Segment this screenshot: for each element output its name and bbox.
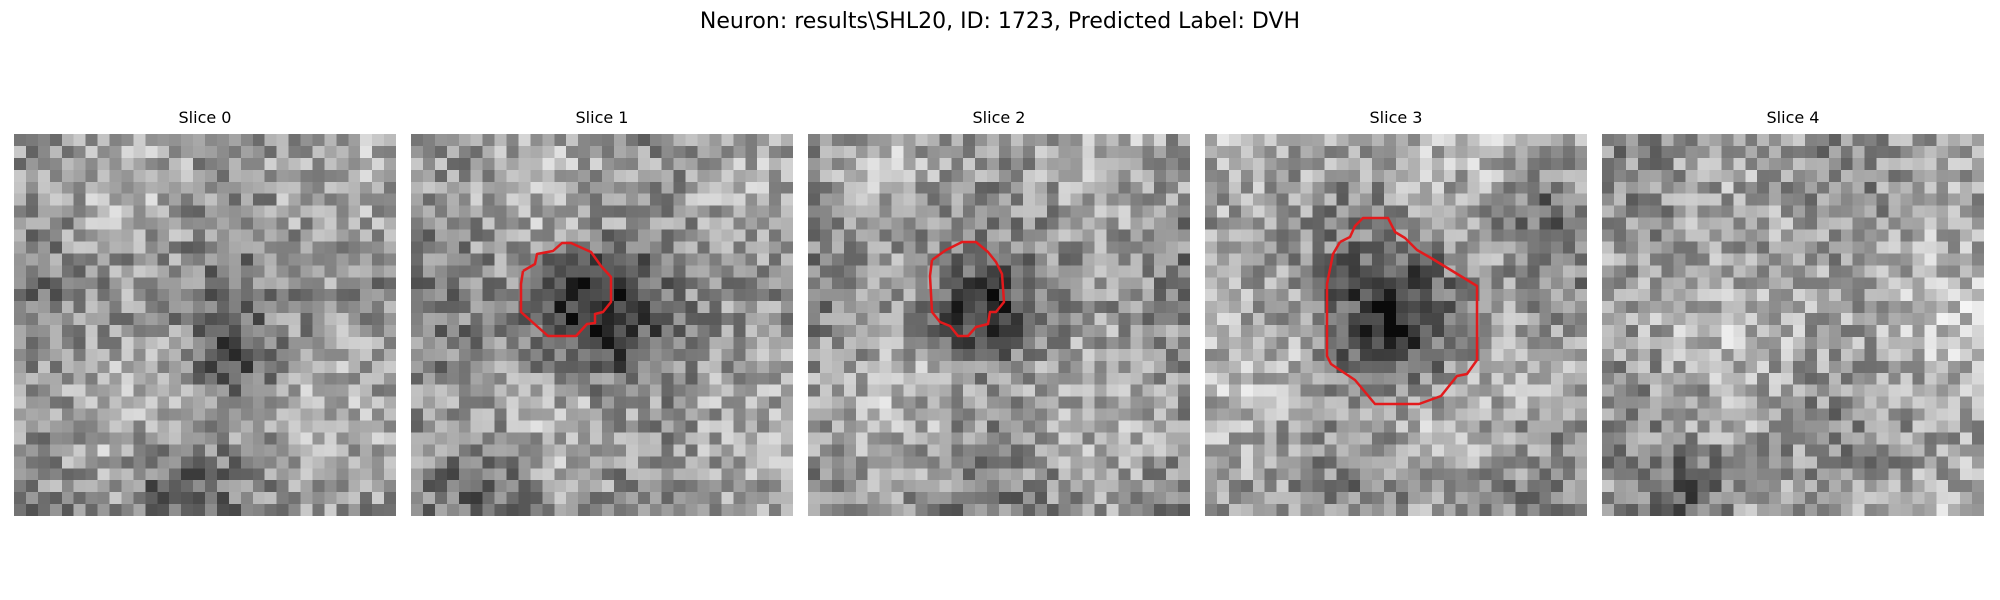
slice-image	[808, 134, 1190, 516]
slice-title: Slice 1	[575, 108, 629, 127]
slice-image	[1602, 134, 1984, 516]
slice-image	[411, 134, 793, 516]
slice-title: Slice 2	[972, 108, 1026, 127]
slice-title: Slice 0	[178, 108, 232, 127]
figure-title: Neuron: results\SHL20, ID: 1723, Predict…	[699, 9, 1301, 34]
slice-title: Slice 4	[1766, 108, 1820, 127]
slice-title: Slice 3	[1369, 108, 1423, 127]
slice-image	[1205, 134, 1587, 516]
slice-image	[14, 134, 396, 516]
